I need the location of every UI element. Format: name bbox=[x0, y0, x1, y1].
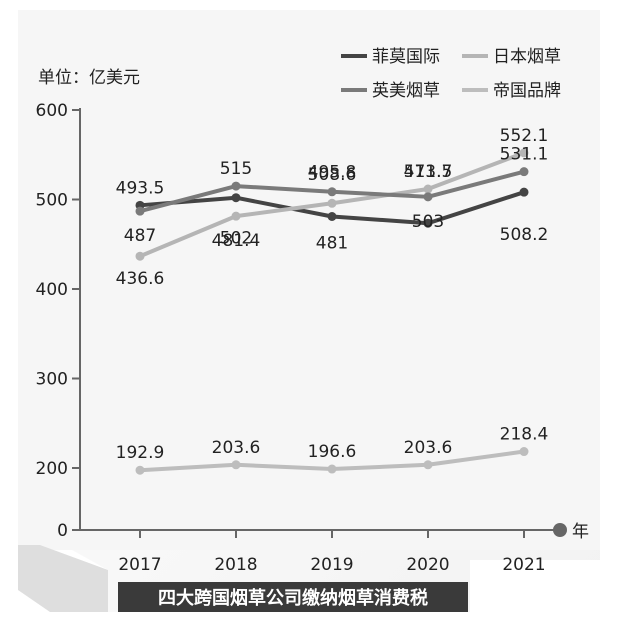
data-point-3-0 bbox=[135, 465, 145, 475]
data-point-1-0 bbox=[135, 251, 145, 261]
y-tick-label-1: 200 bbox=[36, 459, 68, 479]
legend-label-1: 日本烟草 bbox=[493, 47, 561, 67]
data-label-3-3: 203.6 bbox=[404, 438, 453, 458]
data-label-0-1: 502 bbox=[220, 229, 252, 249]
data-label-1-4: 552.1 bbox=[500, 126, 549, 146]
data-point-1-1 bbox=[231, 211, 241, 221]
caption-bar bbox=[118, 582, 468, 612]
unit-label: 单位：亿美元 bbox=[38, 68, 140, 88]
background-shadow bbox=[18, 545, 108, 612]
data-label-2-3: 503 bbox=[412, 212, 444, 232]
data-point-0-4 bbox=[519, 187, 529, 197]
series-lines bbox=[135, 148, 529, 475]
data-label-0-0: 493.5 bbox=[116, 178, 165, 198]
data-point-3-4 bbox=[519, 447, 529, 457]
x-axis-end-marker bbox=[553, 523, 567, 537]
data-point-2-3 bbox=[423, 192, 433, 202]
data-label-3-4: 218.4 bbox=[500, 425, 549, 445]
data-label-1-0: 436.6 bbox=[116, 269, 165, 289]
data-point-2-0 bbox=[135, 206, 145, 216]
legend-item-1: 日本烟草 bbox=[462, 47, 561, 67]
y-tick-label-0: 0 bbox=[57, 521, 68, 541]
data-point-3-1 bbox=[231, 460, 241, 470]
x-ticks: 2017 2018 2019 2020 2021 bbox=[118, 530, 546, 575]
chart-caption: 四大跨国烟草公司缴纳烟草消费税 bbox=[158, 587, 428, 609]
x-tick-label-3: 2020 bbox=[406, 555, 449, 575]
data-point-0-3 bbox=[423, 218, 433, 228]
x-axis-label: 年 bbox=[572, 522, 589, 542]
data-label-3-2: 196.6 bbox=[308, 442, 357, 462]
data-label-1-2: 495.8 bbox=[308, 162, 357, 182]
data-label-3-1: 203.6 bbox=[212, 438, 261, 458]
legend-label-3: 帝国品牌 bbox=[493, 81, 561, 101]
data-label-0-2: 481 bbox=[316, 234, 348, 254]
data-point-0-2 bbox=[327, 212, 337, 222]
data-label-2-2: 508.6 bbox=[308, 165, 357, 185]
legend-item-0: 菲莫国际 bbox=[341, 47, 440, 67]
data-point-2-2 bbox=[327, 187, 337, 197]
y-tick-label-4: 500 bbox=[36, 191, 68, 211]
y-tick-label-5: 600 bbox=[36, 101, 68, 121]
y-ticks: 0 200 300 400 500 600 bbox=[36, 101, 80, 541]
y-tick-label-2: 300 bbox=[36, 370, 68, 390]
data-point-3-2 bbox=[327, 464, 337, 474]
data-label-2-4: 531.1 bbox=[500, 145, 549, 165]
data-label-0-3: 473.5 bbox=[404, 162, 453, 182]
data-point-1-3 bbox=[423, 184, 433, 194]
data-point-0-1 bbox=[231, 193, 241, 203]
data-label-1-1: 481.4 bbox=[212, 231, 261, 251]
legend-label-0: 菲莫国际 bbox=[372, 47, 440, 67]
x-tick-label-2: 2019 bbox=[310, 555, 353, 575]
data-point-3-3 bbox=[423, 460, 433, 470]
data-label-0-4: 508.2 bbox=[500, 225, 549, 245]
background-base bbox=[18, 10, 600, 550]
data-label-2-1: 515 bbox=[220, 159, 252, 179]
data-point-1-2 bbox=[327, 198, 337, 208]
data-point-1-4 bbox=[519, 148, 529, 158]
legend-item-2: 英美烟草 bbox=[341, 81, 440, 101]
data-point-2-1 bbox=[231, 181, 241, 191]
data-label-1-3: 511.7 bbox=[404, 162, 453, 182]
legend: 菲莫国际 日本烟草 英美烟草 帝国品牌 bbox=[341, 47, 561, 101]
data-labels: 493.5 502 481 473.5 508.2 436.6 481.4 495.8 511.… bbox=[116, 126, 549, 463]
legend-item-3: 帝国品牌 bbox=[462, 81, 561, 101]
x-tick-label-0: 2017 bbox=[118, 555, 161, 575]
x-tick-label-1: 2018 bbox=[214, 555, 257, 575]
data-point-2-4 bbox=[519, 167, 529, 177]
data-label-3-0: 192.9 bbox=[116, 443, 165, 463]
x-tick-label-4: 2021 bbox=[502, 555, 545, 575]
data-label-2-0: 487 bbox=[124, 226, 156, 246]
y-tick-label-3: 400 bbox=[36, 280, 68, 300]
legend-label-2: 英美烟草 bbox=[372, 81, 440, 101]
